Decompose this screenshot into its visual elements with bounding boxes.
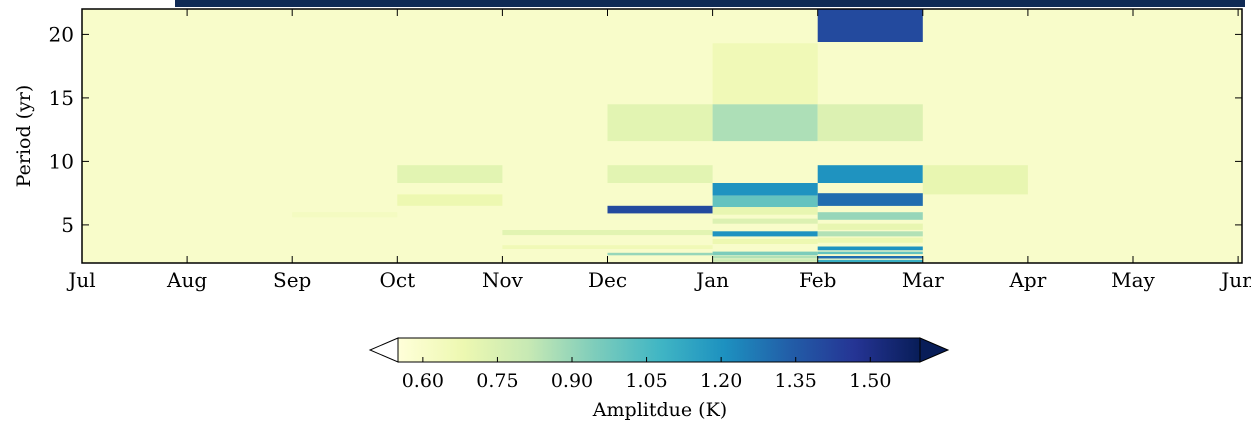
heatmap-cell <box>817 165 923 183</box>
heatmap-cell <box>712 238 818 244</box>
colorbar-tick-label: 0.75 <box>476 370 518 392</box>
heatmap-cell <box>817 246 923 251</box>
heatmap-cell <box>817 223 923 230</box>
x-tick-label: Aug <box>166 268 207 292</box>
colorbar-extend-max <box>919 337 950 363</box>
colorbar-tick-label: 1.05 <box>625 370 667 392</box>
heatmap-cell <box>817 259 923 263</box>
heatmap-cell <box>607 252 713 256</box>
x-tick-label: Jan <box>694 268 729 292</box>
x-tick-label: Nov <box>482 268 524 292</box>
x-tick-label: Sep <box>273 268 311 292</box>
heatmap-cell <box>712 259 818 262</box>
heatmap-cell <box>607 104 713 142</box>
heatmap-cell <box>712 43 818 105</box>
heatmap-cell <box>712 183 818 196</box>
heatmap-cell <box>502 245 608 249</box>
heatmap-cell <box>607 230 713 236</box>
colorbar-tick-label: 1.35 <box>775 370 817 392</box>
x-tick-label: May <box>1111 268 1155 292</box>
y-axis-ticks: 5 10 15 20 <box>49 22 1242 237</box>
heatmap-cell <box>502 230 608 236</box>
heatmap-cell <box>922 165 1028 195</box>
colorbar-tick-label: 1.50 <box>849 370 891 392</box>
colorbar-tick-label: 0.60 <box>402 370 444 392</box>
heatmap-cell <box>817 256 923 259</box>
heatmap-cell <box>712 231 818 237</box>
heatmap-cell <box>817 251 923 255</box>
colorbar-label: Amplitdue (K) <box>592 399 727 421</box>
heatmap-cell <box>712 218 818 224</box>
x-tick-label: Dec <box>588 268 627 292</box>
plot-frame <box>81 8 1243 264</box>
heatmap-cell <box>817 231 923 237</box>
heatmap-cell <box>712 207 818 215</box>
y-tick-label: 20 <box>49 22 74 46</box>
colorbar-ticks: 0.60 0.75 0.90 1.05 1.20 1.35 1.50 <box>402 357 891 392</box>
heatmap-cell <box>292 212 398 218</box>
heatmap-cell <box>817 212 923 220</box>
y-tick-label: 15 <box>49 86 74 110</box>
y-axis-label: Period (yr) <box>13 85 35 188</box>
y-tick-label: 10 <box>49 149 74 173</box>
x-tick-label: Jun <box>1219 268 1251 292</box>
heatmap-cell <box>712 195 818 208</box>
colorbar-tick-label: 0.90 <box>551 370 593 392</box>
top-banner-strip <box>175 0 1245 7</box>
x-tick-label: Mar <box>902 268 944 292</box>
heatmap-cell <box>607 205 713 214</box>
heatmap-cell <box>397 194 503 206</box>
x-tick-label: Apr <box>1008 268 1046 292</box>
y-tick-label: 5 <box>61 213 74 237</box>
heatmap-cell <box>712 256 818 259</box>
heatmap-cell <box>817 104 923 142</box>
colorbar-tick-label: 1.20 <box>700 370 742 392</box>
x-tick-label: Oct <box>379 268 415 292</box>
x-axis-ticks: Jul Aug Sep Oct Nov Dec Jan Feb Mar Apr May Jun <box>66 9 1251 292</box>
heatmap-cell <box>607 165 713 183</box>
colorbar-gradient <box>397 337 921 363</box>
x-tick-label: Jul <box>66 268 95 292</box>
heatmap-cell <box>817 237 923 243</box>
heatmap-cell <box>607 245 713 249</box>
colorbar: 0.60 0.75 0.90 1.05 1.20 1.35 1.50 Amplitdue (… <box>368 337 950 421</box>
heatmap-cell <box>817 193 923 206</box>
heatmap-cell <box>712 251 818 256</box>
heatmap-cell <box>712 104 818 142</box>
heatmap-cell <box>397 165 503 183</box>
heatmap-cell <box>817 9 923 42</box>
heatmap-cells <box>292 9 1028 263</box>
colorbar-extend-min <box>368 337 399 363</box>
x-tick-label: Feb <box>799 268 836 292</box>
